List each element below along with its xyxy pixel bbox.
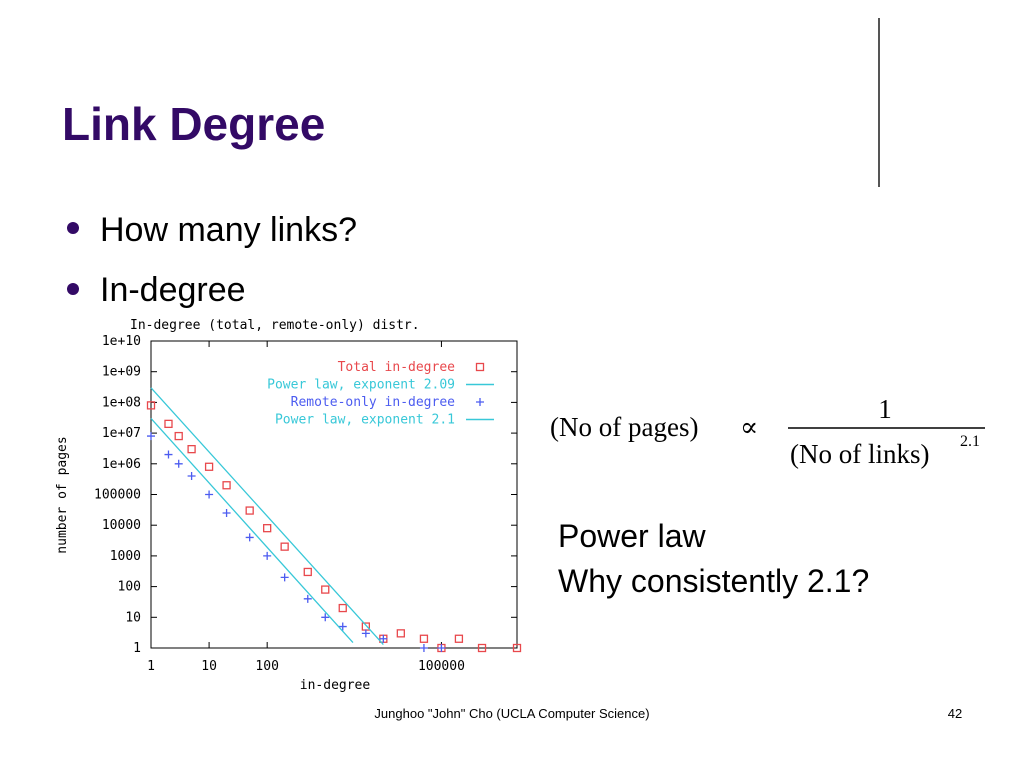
formula-numerator: 1 <box>878 394 892 424</box>
chart-title: In-degree (total, remote-only) distr. <box>130 318 420 333</box>
footer: Junghoo "John" Cho (UCLA Computer Scienc… <box>374 706 649 721</box>
point <box>454 634 464 643</box>
y-tick-label: 10 <box>125 610 141 625</box>
point <box>303 594 312 603</box>
point <box>187 445 196 454</box>
legend-label: Total in-degree <box>338 360 456 375</box>
point <box>338 603 347 613</box>
point <box>437 644 446 652</box>
y-tick-label: 100000 <box>94 488 141 503</box>
point <box>187 472 196 481</box>
point <box>419 644 428 652</box>
formula-exponent: 2.1 <box>960 433 980 450</box>
note: Power law <box>558 518 707 554</box>
y-tick-label: 1000 <box>110 549 141 564</box>
y-tick-label: 1e+06 <box>102 457 141 472</box>
x-tick-label: 100000 <box>418 659 465 674</box>
formula: (No of pages) ∝ 1 (No of links) 2.1 <box>550 394 985 469</box>
x-tick-label: 1 <box>147 659 155 674</box>
point <box>477 643 487 653</box>
y-axis-label: number of pages <box>55 436 70 553</box>
point <box>396 629 405 638</box>
point <box>321 613 330 622</box>
point <box>379 634 388 643</box>
legend-symbol <box>476 398 484 406</box>
point <box>361 629 370 638</box>
point <box>280 573 289 582</box>
slide-title: Link Degree <box>62 98 325 150</box>
point <box>321 585 330 594</box>
point <box>222 508 231 517</box>
chart: In-degree (total, remote-only) distr. in… <box>55 318 522 693</box>
legend-label: Remote-only in-degree <box>291 395 456 410</box>
y-tick-label: 1e+09 <box>102 365 141 380</box>
point <box>303 567 312 577</box>
formula-denominator: (No of links) <box>790 439 929 469</box>
page-number: 42 <box>948 706 962 721</box>
power-law-line <box>150 387 384 645</box>
point <box>164 419 173 429</box>
point <box>205 490 214 499</box>
y-tick-label: 1 <box>133 641 141 656</box>
legend-symbol <box>475 362 485 372</box>
point <box>280 542 289 551</box>
x-axis-label: in-degree <box>300 678 371 693</box>
bullet-dot <box>67 222 79 234</box>
point <box>222 481 231 490</box>
bullet-dot <box>67 283 79 295</box>
point <box>338 622 347 631</box>
legend-label: Power law, exponent 2.09 <box>267 378 455 393</box>
y-tick-label: 1e+10 <box>102 334 141 349</box>
y-tick-label: 10000 <box>102 518 141 533</box>
point <box>146 401 156 410</box>
point <box>245 506 254 515</box>
note: Why consistently 2.1? <box>558 563 869 599</box>
legend-label: Power law, exponent 2.1 <box>275 413 455 428</box>
point <box>419 634 429 643</box>
bullet: In-degree <box>100 271 246 309</box>
x-tick-label: 100 <box>255 659 278 674</box>
bullet: How many links? <box>100 211 357 249</box>
x-tick-label: 10 <box>201 659 217 674</box>
point <box>245 533 254 542</box>
y-tick-label: 1e+08 <box>102 395 141 410</box>
point <box>263 524 272 533</box>
point <box>204 462 214 471</box>
formula-left: (No of pages) <box>550 412 698 442</box>
point <box>174 431 183 441</box>
point <box>147 432 155 441</box>
power-law-line <box>150 418 354 644</box>
point <box>164 450 173 459</box>
y-tick-label: 1e+07 <box>102 426 141 441</box>
point <box>263 551 272 560</box>
y-tick-label: 100 <box>118 580 141 595</box>
point <box>512 643 522 653</box>
formula-symbol: ∝ <box>740 412 758 442</box>
point <box>174 459 183 468</box>
